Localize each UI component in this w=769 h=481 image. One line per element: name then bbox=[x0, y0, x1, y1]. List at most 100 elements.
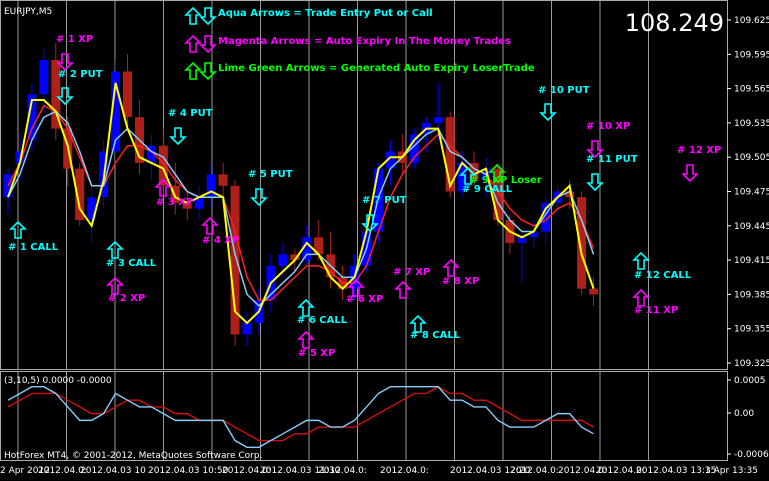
down-arrow-icon bbox=[250, 188, 268, 207]
candle-body bbox=[290, 254, 300, 261]
down-arrow-icon bbox=[199, 62, 217, 81]
annotation: # 8 CALL bbox=[409, 314, 461, 341]
candle-body bbox=[206, 174, 216, 198]
time-tick-label: 2012.04.03 10:50 bbox=[148, 466, 229, 476]
candle-body bbox=[87, 197, 97, 221]
down-arrow-icon bbox=[199, 35, 217, 54]
candle-body bbox=[111, 71, 121, 152]
up-arrow-icon bbox=[632, 288, 650, 307]
annotation: # 1 CALL bbox=[8, 220, 59, 253]
time-tick-label: 2012.04.03 11:30 bbox=[260, 466, 341, 476]
annotation-label: # 9 XP Loser bbox=[470, 175, 542, 186]
annotation: # 2 PUT bbox=[56, 69, 103, 106]
annotation: # 9 CALL bbox=[459, 166, 513, 195]
annotation: # 2 XP bbox=[106, 276, 145, 304]
down-arrow-icon bbox=[199, 7, 217, 26]
candle-body bbox=[170, 185, 180, 203]
annotation-label: # 6 XP bbox=[346, 294, 383, 305]
up-arrow-icon-shape bbox=[184, 34, 202, 53]
candle-body bbox=[577, 197, 587, 289]
candle-body bbox=[146, 145, 156, 163]
indicator-tick-label: -0.0006 bbox=[734, 450, 769, 460]
osc-slow-line bbox=[7, 385, 594, 442]
candle-body bbox=[194, 197, 204, 209]
up-arrow-icon bbox=[347, 278, 365, 297]
annotation-label: # 5 PUT bbox=[248, 169, 293, 180]
oscillator-panel bbox=[7, 385, 594, 448]
time-tick-label: 2012.04.0: bbox=[318, 466, 367, 476]
annotation-label: # 4 PUT bbox=[168, 108, 213, 119]
up-arrow-icon-shape bbox=[297, 298, 315, 317]
up-arrow-icon bbox=[106, 240, 124, 259]
annotation: # 4 PUT bbox=[168, 108, 213, 146]
annotation-label: # 7 XP bbox=[393, 267, 430, 278]
up-arrow-icon-shape bbox=[488, 163, 506, 182]
time-tick-label: 2012.04.0: bbox=[510, 466, 559, 476]
annotation-label: # 10 PUT bbox=[538, 85, 590, 96]
candle-body bbox=[39, 60, 49, 95]
signal-ma-line bbox=[7, 110, 595, 307]
candle-body bbox=[457, 162, 467, 192]
legend-lime-text: Lime Green Arrows = Generated Auto Expir… bbox=[218, 63, 535, 74]
annotation: # 9 XP Loser bbox=[470, 163, 542, 186]
annotation-label: # 7 PUT bbox=[362, 195, 407, 206]
down-arrow-icon-shape bbox=[169, 127, 187, 146]
up-arrow-icon-shape bbox=[106, 276, 124, 295]
annotation-label: # 2 PUT bbox=[58, 69, 103, 80]
indicator-panel-border bbox=[0, 371, 728, 461]
annotation: # 10 PUT bbox=[538, 85, 590, 122]
down-arrow-icon-shape bbox=[199, 7, 217, 26]
up-arrow-icon-shape bbox=[184, 61, 202, 80]
annotation-label: # 10 XP bbox=[586, 121, 630, 132]
fast-ma-line bbox=[7, 82, 595, 325]
up-arrow-icon-shape bbox=[442, 258, 460, 277]
indicator-tick-label: 0.00 bbox=[734, 409, 754, 419]
down-arrow-icon bbox=[586, 173, 604, 192]
time-tick-label: 2012.04.0: bbox=[558, 466, 607, 476]
price-tick-label: 109.415 bbox=[734, 256, 769, 266]
up-arrow-icon bbox=[409, 314, 427, 333]
up-arrow-icon bbox=[106, 276, 124, 295]
time-tick-label: 2012.04.0: bbox=[596, 466, 645, 476]
indicator-tick-label: 0.0005 bbox=[734, 376, 766, 386]
candle-body bbox=[123, 71, 132, 118]
candle-body bbox=[445, 117, 455, 192]
annotation: # 3 XP bbox=[154, 178, 193, 208]
up-arrow-icon bbox=[201, 216, 219, 235]
price-tick-label: 109.445 bbox=[734, 222, 769, 232]
annotation-label: # 8 CALL bbox=[410, 330, 461, 341]
price-tick-label: 109.475 bbox=[734, 188, 769, 198]
annotation: # 5 XP bbox=[297, 330, 335, 359]
up-arrow-icon bbox=[297, 330, 315, 349]
up-arrow-icon bbox=[488, 163, 506, 182]
down-arrow-icon-shape bbox=[199, 35, 217, 54]
candle-body bbox=[278, 254, 288, 266]
legend: Aqua Arrows = Trade Entry Put or Call Ma… bbox=[184, 6, 535, 81]
legend-aqua-text: Aqua Arrows = Trade Entry Put or Call bbox=[218, 8, 433, 19]
up-arrow-icon bbox=[184, 6, 202, 25]
candle-body bbox=[158, 145, 168, 186]
candle-body bbox=[75, 168, 85, 221]
annotation: # 10 XP bbox=[586, 121, 630, 159]
down-arrow-icon bbox=[56, 87, 74, 106]
legend-magenta-arrows-icon bbox=[184, 34, 217, 54]
candle-body bbox=[314, 237, 324, 255]
down-arrow-icon bbox=[169, 127, 187, 146]
candle-body bbox=[242, 322, 252, 335]
up-arrow-icon bbox=[442, 258, 460, 277]
annotation-label: # 5 XP bbox=[298, 348, 335, 359]
candle-body bbox=[469, 162, 479, 181]
down-arrow-icon bbox=[56, 53, 74, 72]
annotation: # 7 XP bbox=[393, 267, 430, 299]
price-tick-label: 109.595 bbox=[734, 50, 769, 60]
down-arrow-icon bbox=[361, 214, 379, 233]
down-arrow-icon-shape bbox=[539, 103, 557, 122]
price-tick-label: 109.505 bbox=[734, 153, 769, 163]
price-tick-label: 109.325 bbox=[734, 359, 769, 369]
price-tick-label: 109.535 bbox=[734, 119, 769, 129]
up-arrow-icon bbox=[459, 166, 477, 185]
annotation-label: # 12 CALL bbox=[634, 270, 692, 281]
annotation: # 3 CALL bbox=[106, 240, 157, 269]
